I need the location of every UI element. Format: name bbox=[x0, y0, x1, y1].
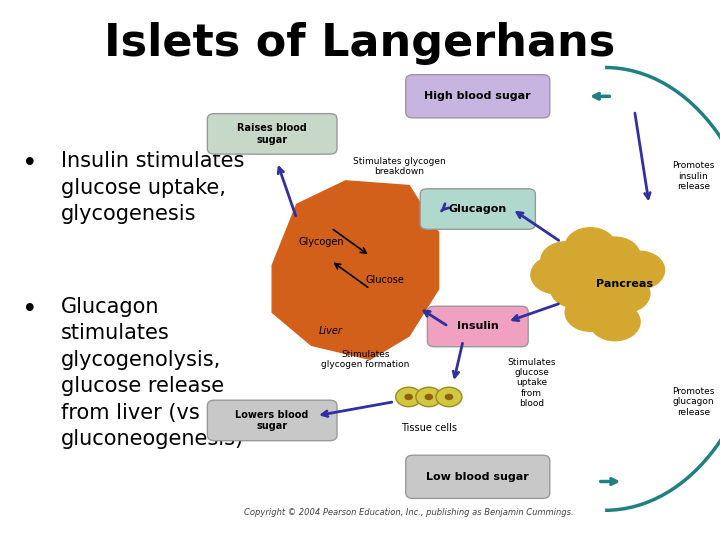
FancyBboxPatch shape bbox=[428, 306, 528, 347]
FancyBboxPatch shape bbox=[207, 113, 337, 154]
Text: Islets of Langerhans: Islets of Langerhans bbox=[104, 22, 616, 65]
Circle shape bbox=[405, 394, 413, 400]
Text: Promotes
insulin
release: Promotes insulin release bbox=[672, 161, 714, 191]
Text: Glycogen: Glycogen bbox=[298, 237, 344, 247]
FancyBboxPatch shape bbox=[207, 400, 337, 441]
Text: Promotes
glucagon
release: Promotes glucagon release bbox=[672, 387, 714, 416]
Text: Liver: Liver bbox=[319, 326, 343, 336]
Circle shape bbox=[600, 275, 650, 313]
Circle shape bbox=[541, 242, 591, 280]
Circle shape bbox=[396, 387, 422, 407]
Circle shape bbox=[531, 256, 581, 294]
Circle shape bbox=[590, 237, 640, 275]
Polygon shape bbox=[272, 181, 438, 360]
Text: Glucagon
stimulates
glycogenolysis,
glucose release
from liver (vs
gluconeogenes: Glucagon stimulates glycogenolysis, gluc… bbox=[61, 297, 244, 449]
Text: Glucose: Glucose bbox=[365, 274, 404, 285]
Text: Stimulates glycogen
breakdown: Stimulates glycogen breakdown bbox=[353, 157, 446, 177]
Circle shape bbox=[565, 228, 616, 266]
Circle shape bbox=[614, 251, 665, 289]
Text: Insulin: Insulin bbox=[457, 321, 499, 332]
Text: Lowers blood
sugar: Lowers blood sugar bbox=[235, 410, 309, 431]
Text: Pancreas: Pancreas bbox=[596, 279, 653, 289]
Circle shape bbox=[436, 387, 462, 407]
Text: Raises blood
sugar: Raises blood sugar bbox=[237, 123, 307, 145]
Circle shape bbox=[575, 265, 626, 303]
Text: Insulin stimulates
glucose uptake,
glycogenesis: Insulin stimulates glucose uptake, glyco… bbox=[61, 151, 245, 224]
FancyBboxPatch shape bbox=[406, 455, 550, 498]
Text: Low blood sugar: Low blood sugar bbox=[426, 472, 529, 482]
Text: Copyright © 2004 Pearson Education, Inc., publishing as Benjamin Cummings.: Copyright © 2004 Pearson Education, Inc.… bbox=[244, 508, 574, 517]
Text: Glucagon: Glucagon bbox=[449, 204, 507, 214]
Circle shape bbox=[416, 387, 442, 407]
Circle shape bbox=[565, 294, 616, 332]
FancyBboxPatch shape bbox=[406, 75, 550, 118]
Text: Stimulates
glucose
uptake
from
blood: Stimulates glucose uptake from blood bbox=[508, 357, 556, 408]
Text: High blood sugar: High blood sugar bbox=[425, 91, 531, 102]
Text: •: • bbox=[22, 297, 37, 323]
Text: Stimulates
glycogen formation: Stimulates glycogen formation bbox=[321, 350, 410, 369]
Text: •: • bbox=[22, 151, 37, 177]
Circle shape bbox=[590, 303, 640, 341]
Circle shape bbox=[551, 270, 601, 308]
Circle shape bbox=[445, 394, 454, 400]
FancyBboxPatch shape bbox=[420, 189, 536, 230]
Text: Tissue cells: Tissue cells bbox=[401, 423, 456, 433]
Circle shape bbox=[425, 394, 433, 400]
